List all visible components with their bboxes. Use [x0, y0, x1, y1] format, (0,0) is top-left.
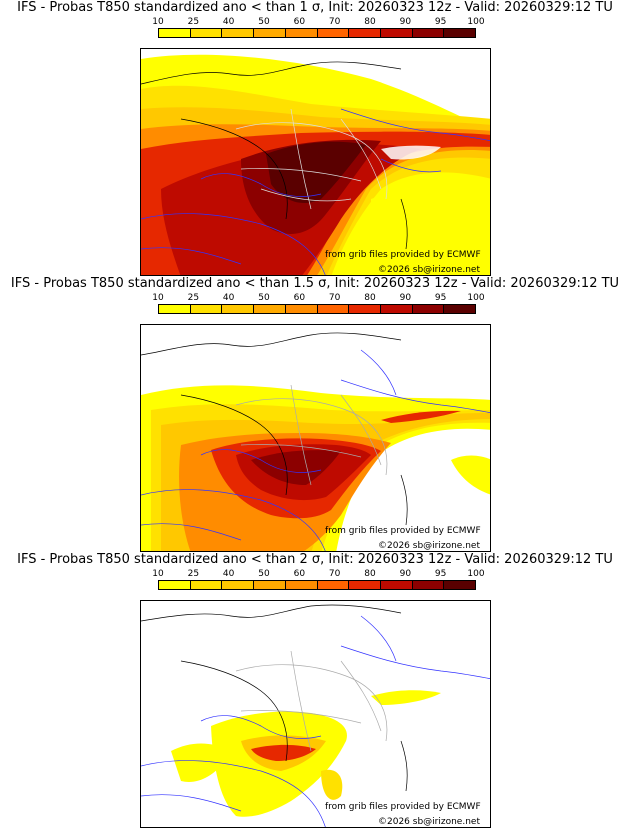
- scale-bar: [158, 28, 476, 38]
- scale-ticks: 10 25 40 50 60 70 80 90 95 100: [152, 569, 484, 579]
- map-graphic: [141, 54, 490, 275]
- source-credit: from grib files provided by ECMWF: [325, 802, 481, 812]
- panel-title: IFS - Probas T850 standardized ano < tha…: [10, 276, 620, 291]
- scale-swatch: [444, 581, 476, 589]
- scale-ticks: 10 25 40 50 60 70 80 90 95 100: [152, 293, 484, 303]
- scale-tick-label: 90: [399, 569, 412, 579]
- scale-swatch: [349, 305, 381, 313]
- scale-swatch: [159, 305, 191, 313]
- probability-map: from grib files provided by ECMWF ©2026 …: [140, 324, 491, 552]
- scale-swatch: [254, 581, 286, 589]
- scale-tick-label: 50: [258, 17, 270, 27]
- scale-swatch: [190, 305, 223, 313]
- probability-map: from grib files provided by ECMWF ©2026 …: [140, 600, 491, 828]
- color-scale: 10 25 40 50 60 70 80 90 95 100: [152, 569, 485, 593]
- scale-swatch: [285, 29, 318, 37]
- scale-swatch: [285, 581, 318, 589]
- scale-swatch: [412, 305, 445, 313]
- scale-swatch: [254, 29, 286, 37]
- source-credit: from grib files provided by ECMWF: [325, 250, 481, 260]
- scale-tick-label: 40: [222, 293, 235, 303]
- scale-swatch: [159, 29, 191, 37]
- scale-swatch: [317, 305, 350, 313]
- scale-swatch: [159, 581, 191, 589]
- probability-fields: [171, 690, 441, 817]
- scale-swatch: [222, 305, 255, 313]
- source-credit: from grib files provided by ECMWF: [325, 526, 481, 536]
- map-panel-1sigma: IFS - Probas T850 standardized ano < tha…: [0, 0, 630, 276]
- map-panel-2sigma: IFS - Probas T850 standardized ano < tha…: [0, 552, 630, 828]
- scale-swatch: [190, 29, 223, 37]
- scale-swatch: [317, 29, 350, 37]
- map-borders: [141, 61, 490, 275]
- scale-swatch: [254, 305, 286, 313]
- scale-tick-label: 60: [293, 17, 306, 27]
- scale-tick-label: 25: [187, 569, 200, 579]
- scale-swatch: [412, 581, 445, 589]
- scale-tick-label: 60: [293, 293, 306, 303]
- scale-swatch: [380, 305, 413, 313]
- probability-map: from grib files provided by ECMWF ©2026 …: [140, 48, 491, 276]
- scale-swatch: [222, 29, 255, 37]
- scale-tick-label: 95: [434, 293, 447, 303]
- scale-tick-label: 70: [328, 293, 341, 303]
- scale-tick-label: 50: [258, 293, 270, 303]
- scale-tick-label: 40: [222, 569, 235, 579]
- copyright-credit: ©2026 sb@irizone.net: [378, 265, 480, 275]
- scale-swatch: [190, 581, 223, 589]
- panel-title: IFS - Probas T850 standardized ano < tha…: [17, 552, 613, 567]
- probability-fields: [141, 54, 490, 275]
- scale-swatch: [444, 305, 476, 313]
- scale-tick-label: 70: [328, 17, 341, 27]
- scale-tick-label: 70: [328, 569, 341, 579]
- scale-tick-label: 80: [364, 569, 376, 579]
- panel-title: IFS - Probas T850 standardized ano < tha…: [17, 0, 613, 15]
- scale-tick-label: 90: [399, 293, 412, 303]
- scale-tick-label: 25: [187, 293, 200, 303]
- map-borders: [141, 332, 490, 551]
- scale-tick-label: 100: [467, 569, 485, 579]
- scale-swatch: [285, 305, 318, 313]
- scale-swatch: [380, 581, 413, 589]
- scale-swatch: [349, 29, 381, 37]
- copyright-credit: ©2026 sb@irizone.net: [378, 541, 480, 551]
- scale-tick-label: 80: [364, 17, 376, 27]
- scale-tick-label: 10: [152, 293, 164, 303]
- color-scale: 10 25 40 50 60 70 80 90 95 100: [152, 293, 485, 317]
- color-scale: 10 25 40 50 60 70 80 90 95 100: [152, 17, 485, 41]
- scale-tick-label: 95: [434, 17, 447, 27]
- scale-bar: [158, 580, 476, 590]
- map-borders: [141, 604, 490, 827]
- scale-tick-label: 25: [187, 17, 200, 27]
- scale-swatch: [380, 29, 413, 37]
- map-panel-1.5sigma: IFS - Probas T850 standardized ano < tha…: [0, 276, 630, 552]
- scale-ticks: 10 25 40 50 60 70 80 90 95 100: [152, 17, 484, 27]
- map-graphic: [141, 604, 490, 827]
- copyright-credit: ©2026 sb@irizone.net: [378, 817, 480, 827]
- probability-fields: [141, 385, 490, 551]
- scale-tick-label: 10: [152, 569, 164, 579]
- map-graphic: [141, 332, 490, 551]
- scale-swatch: [349, 581, 381, 589]
- scale-tick-label: 95: [434, 569, 447, 579]
- scale-swatch: [317, 581, 350, 589]
- scale-tick-label: 40: [222, 17, 235, 27]
- scale-swatch: [222, 581, 255, 589]
- scale-tick-label: 50: [258, 569, 270, 579]
- scale-tick-label: 100: [467, 293, 485, 303]
- scale-bar: [158, 304, 476, 314]
- scale-swatch: [444, 29, 476, 37]
- scale-tick-label: 90: [399, 17, 412, 27]
- scale-tick-label: 100: [467, 17, 485, 27]
- scale-tick-label: 10: [152, 17, 164, 27]
- scale-swatch: [412, 29, 445, 37]
- scale-tick-label: 80: [364, 293, 376, 303]
- scale-tick-label: 60: [293, 569, 306, 579]
